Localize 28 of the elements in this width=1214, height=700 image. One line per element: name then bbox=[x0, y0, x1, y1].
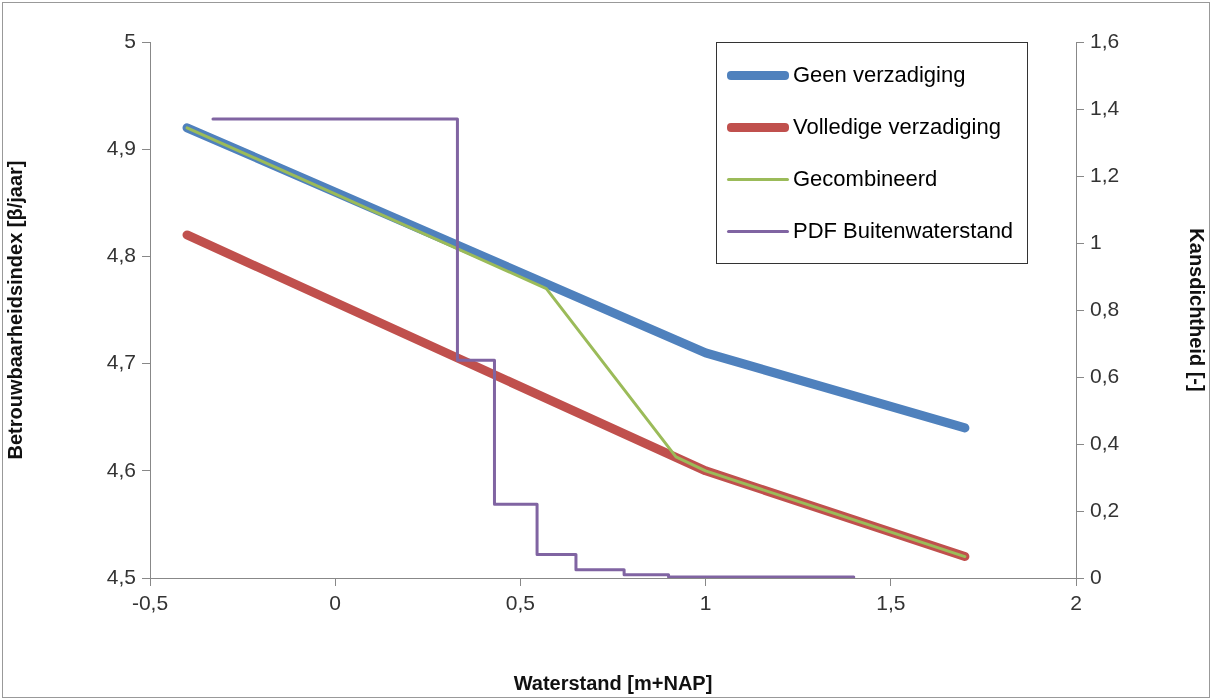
x-tick-label: 1,5 bbox=[876, 591, 906, 615]
x-tick-label: 0 bbox=[329, 591, 342, 615]
y2-axis-title: Kansdichtheid [-] bbox=[1186, 228, 1209, 392]
y2-tick-label: 0 bbox=[1090, 564, 1102, 588]
y2-tick-label: 0,6 bbox=[1090, 363, 1120, 387]
y2-tick-label: 0,8 bbox=[1090, 296, 1120, 320]
y2-tick-label: 0,2 bbox=[1090, 497, 1120, 521]
y-tick-label: 4,8 bbox=[106, 243, 136, 267]
y2-tick-label: 0,4 bbox=[1090, 430, 1120, 454]
x-axis-title: Waterstand [m+NAP] bbox=[513, 671, 713, 694]
legend-label: Volledige verzadiging bbox=[793, 114, 1001, 140]
y2-tick-label: 1,6 bbox=[1090, 28, 1120, 52]
y-axis-title: Betrouwbaarheidsindex [β/jaar] bbox=[3, 160, 26, 460]
x-tick-label: 0,5 bbox=[505, 591, 535, 615]
x-tick-label: 1 bbox=[699, 591, 712, 615]
legend-label: PDF Buitenwaterstand bbox=[793, 218, 1014, 244]
x-tick-label: -0,5 bbox=[131, 591, 169, 615]
y-tick-label: 5 bbox=[124, 28, 136, 52]
legend-label: Gecombineerd bbox=[793, 166, 938, 192]
y2-tick-label: 1 bbox=[1090, 229, 1102, 253]
y2-tick-label: 1,2 bbox=[1090, 162, 1120, 186]
y-tick-label: 4,7 bbox=[106, 350, 136, 374]
legend-label: Geen verzadiging bbox=[793, 62, 966, 88]
y-tick-label: 4,9 bbox=[106, 136, 136, 159]
y2-tick-label: 1,4 bbox=[1090, 95, 1120, 119]
x-tick-label: 2 bbox=[1070, 591, 1082, 615]
y-tick-label: 4,5 bbox=[106, 564, 136, 588]
y-tick-label: 4,6 bbox=[106, 457, 136, 481]
